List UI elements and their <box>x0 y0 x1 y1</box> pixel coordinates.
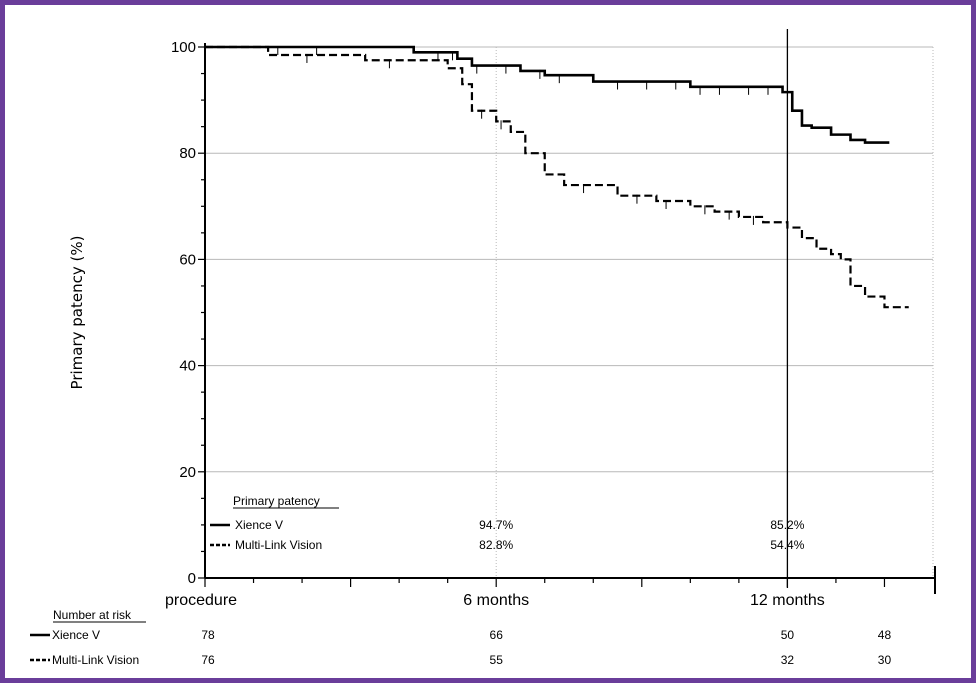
risk-count: 50 <box>781 628 795 642</box>
legend-value-12-months: 54.4% <box>770 538 804 552</box>
axes: 0 20 40 60 80 100 Primary patency (%) procedure… <box>68 29 936 609</box>
legend-title: Primary patency <box>233 494 320 508</box>
y-tick-label: 60 <box>179 251 196 268</box>
risk-count: 76 <box>201 653 215 667</box>
y-tick-label: 0 <box>188 570 196 587</box>
series-group <box>205 45 909 309</box>
legend-entry-label: Xience V <box>235 518 283 532</box>
y-tick-label: 20 <box>179 464 196 481</box>
risk-count: 66 <box>490 628 504 642</box>
risk-count: 30 <box>878 653 892 667</box>
x-tick-label: 12 months <box>750 592 825 609</box>
risk-row-label: Xience V <box>52 628 100 642</box>
risk-count: 55 <box>490 653 504 667</box>
series-line-multi-link-vision <box>205 45 909 309</box>
number-at-risk-title: Number at risk <box>53 608 132 622</box>
legend-entry-label: Multi-Link Vision <box>235 538 322 552</box>
number-at-risk-table: Number at risk Xience V 78 66 50 48 Multi-Link… <box>30 608 891 667</box>
legend-value-6-months: 82.8% <box>479 538 513 552</box>
risk-count: 48 <box>878 628 892 642</box>
risk-count: 78 <box>201 628 215 642</box>
risk-count: 32 <box>781 653 795 667</box>
y-tick-label: 80 <box>179 145 196 162</box>
y-tick-label: 100 <box>171 39 196 56</box>
x-tick-label: 6 months <box>463 592 529 609</box>
legend-value-12-months: 85.2% <box>770 518 804 532</box>
legend: Primary patency Xience V 94.7% 85.2% Multi-L… <box>210 494 805 552</box>
x-tick-label: procedure <box>165 592 237 609</box>
series-line-xience-v <box>205 45 890 144</box>
kaplan-meier-chart: 0 20 40 60 80 100 Primary patency (%) procedure… <box>30 29 936 667</box>
legend-value-6-months: 94.7% <box>479 518 513 532</box>
risk-row-label: Multi-Link Vision <box>52 653 139 667</box>
y-tick-label: 40 <box>179 358 196 375</box>
y-axis-label: Primary patency (%) <box>68 236 86 390</box>
